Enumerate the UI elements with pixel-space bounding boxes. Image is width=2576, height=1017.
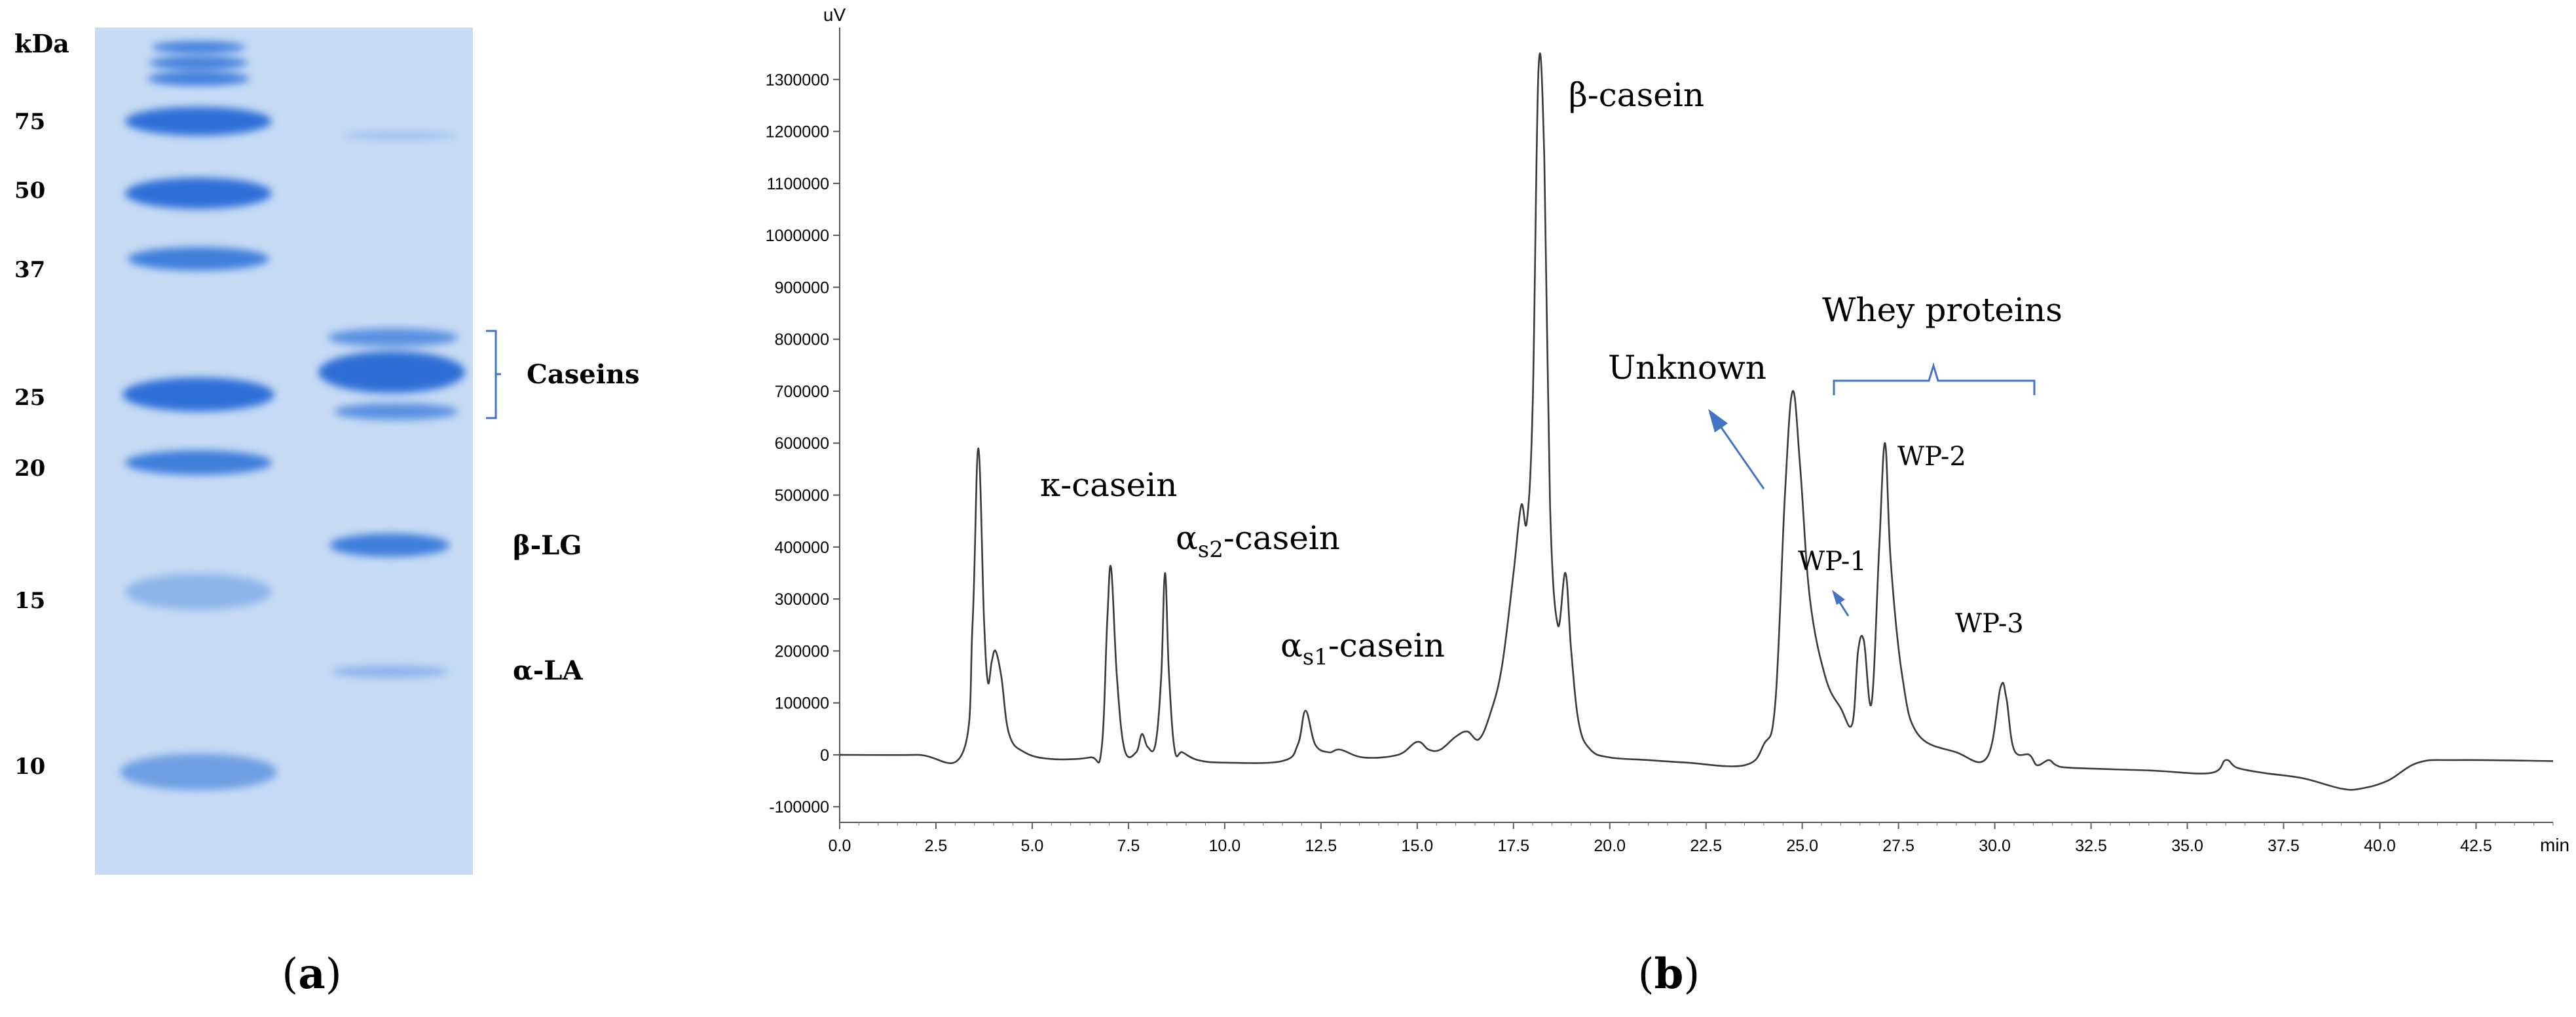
x-tick-label: 25.0 bbox=[1786, 837, 1818, 855]
x-tick-label: 32.5 bbox=[2075, 837, 2107, 855]
ladder-band bbox=[120, 754, 277, 790]
ladder-band bbox=[122, 377, 274, 412]
gel-image bbox=[95, 28, 473, 875]
y-tick-label: 0 bbox=[820, 746, 829, 765]
y-axis-unit-label: uV bbox=[823, 5, 846, 25]
mw-label: 25 bbox=[14, 385, 45, 411]
y-tick-label: 400000 bbox=[775, 539, 829, 557]
kappa-casein-label: κ-casein bbox=[1040, 466, 1177, 504]
chart-ticks: 1300000120000011000001000000900000800000… bbox=[766, 71, 2554, 855]
y-tick-label: 100000 bbox=[775, 695, 829, 713]
y-tick-label: 500000 bbox=[775, 487, 829, 505]
unknown-label: Unknown bbox=[1608, 349, 1766, 387]
wp1-label: WP-1 bbox=[1798, 547, 1867, 577]
alpha-s1-suffix: -casein bbox=[1328, 626, 1445, 664]
y-tick-label: 600000 bbox=[775, 434, 829, 453]
casein-band bbox=[318, 351, 465, 393]
x-tick-label: 2.5 bbox=[925, 837, 948, 855]
x-tick-label: 17.5 bbox=[1497, 837, 1529, 855]
y-tick-label: 1000000 bbox=[766, 227, 829, 245]
alpha-s1-casein-label: αs1-casein bbox=[1280, 626, 1445, 670]
gel-panel: kDa 75 50 37 25 20 15 10 Caseins β-LG α-… bbox=[14, 28, 640, 999]
ladder-band bbox=[149, 56, 248, 69]
caseins-bracket bbox=[486, 330, 501, 419]
whey-proteins-bracket bbox=[1833, 362, 2036, 395]
panel-b-caption-letter: b bbox=[1654, 950, 1684, 999]
ladder-band bbox=[125, 573, 272, 610]
x-tick-label: 40.0 bbox=[2364, 837, 2396, 855]
kda-label: kDa bbox=[14, 29, 69, 58]
y-tick-label: 300000 bbox=[775, 590, 829, 609]
ladder-band bbox=[125, 450, 272, 475]
chromatogram-trace bbox=[839, 52, 2554, 791]
x-tick-label: 10.0 bbox=[1209, 837, 1241, 855]
x-tick-label: 22.5 bbox=[1690, 837, 1722, 855]
x-tick-label: 12.5 bbox=[1305, 837, 1337, 855]
x-tick-label: 30.0 bbox=[1979, 837, 2011, 855]
y-tick-label: 700000 bbox=[775, 383, 829, 401]
beta-lg-label: β-LG bbox=[513, 530, 582, 561]
casein-band bbox=[334, 403, 458, 420]
beta-lg-band bbox=[329, 533, 450, 557]
unknown-arrow bbox=[1708, 409, 1765, 489]
alpha-s2-suffix: -casein bbox=[1223, 519, 1340, 557]
y-tick-label: 1300000 bbox=[766, 71, 829, 89]
panel-a-caption-letter: a bbox=[298, 950, 325, 999]
mw-label: 15 bbox=[14, 588, 45, 614]
x-tick-label: 5.0 bbox=[1021, 837, 1044, 855]
mw-label: 20 bbox=[14, 455, 45, 482]
y-tick-label: 800000 bbox=[775, 331, 829, 349]
x-tick-label: 35.0 bbox=[2171, 837, 2203, 855]
x-tick-label: 27.5 bbox=[1882, 837, 1914, 855]
ladder-lane bbox=[120, 41, 277, 790]
wp3-label: WP-3 bbox=[1955, 609, 2024, 639]
whey-proteins-label: Whey proteins bbox=[1822, 291, 2063, 329]
x-tick-label: 0.0 bbox=[829, 837, 851, 855]
ladder-band bbox=[151, 41, 246, 53]
beta-casein-label: β-casein bbox=[1569, 76, 1704, 114]
caseins-label: Caseins bbox=[527, 359, 640, 390]
ladder-band bbox=[125, 178, 272, 209]
alpha-s2-casein-label: αs2-casein bbox=[1176, 519, 1340, 563]
alpha-s2-subscript: s2 bbox=[1198, 537, 1223, 563]
panel-a-caption: (a) bbox=[282, 950, 341, 999]
x-tick-label: 7.5 bbox=[1117, 837, 1140, 855]
alpha-la-label: α-LA bbox=[513, 655, 584, 686]
alpha-s1-subscript: s1 bbox=[1303, 644, 1328, 670]
ladder-band bbox=[147, 71, 250, 86]
panel-b-caption: (b) bbox=[1638, 950, 1700, 999]
mw-label: 10 bbox=[14, 754, 45, 780]
chromatogram-panel: 1300000120000011000001000000900000800000… bbox=[766, 5, 2569, 999]
mw-label: 50 bbox=[14, 178, 45, 204]
x-tick-label: 20.0 bbox=[1594, 837, 1626, 855]
sample-lane bbox=[318, 132, 465, 678]
sample-band-high bbox=[342, 132, 457, 140]
wp1-arrow bbox=[1832, 590, 1850, 617]
x-axis-unit-label: min bbox=[2540, 835, 2569, 855]
mw-label: 75 bbox=[14, 109, 45, 135]
ladder-band bbox=[128, 247, 269, 271]
ladder-band bbox=[125, 107, 272, 136]
x-tick-label: 42.5 bbox=[2460, 837, 2492, 855]
chart-axes bbox=[839, 28, 2553, 823]
x-tick-label: 37.5 bbox=[2268, 837, 2300, 855]
casein-band bbox=[327, 328, 458, 347]
y-tick-label: 900000 bbox=[775, 278, 829, 297]
y-tick-label: -100000 bbox=[769, 798, 829, 816]
y-tick-label: 1100000 bbox=[767, 175, 829, 193]
y-tick-label: 200000 bbox=[775, 642, 829, 661]
wp2-label: WP-2 bbox=[1897, 442, 1966, 472]
alpha-la-band bbox=[331, 665, 449, 678]
x-tick-label: 15.0 bbox=[1401, 837, 1433, 855]
y-tick-label: 1200000 bbox=[766, 123, 829, 142]
mw-label: 37 bbox=[14, 257, 45, 283]
